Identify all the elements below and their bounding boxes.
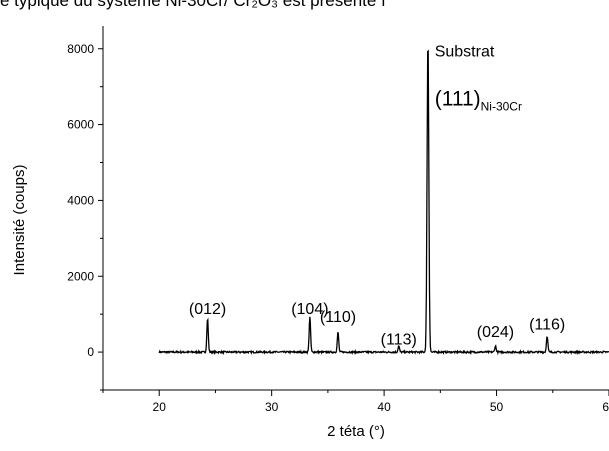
- substrate-plane-label: (111)Ni-30Cr: [435, 88, 522, 114]
- document-caption: e typique du système Ni-30Cr/ Cr₂O₃ est …: [0, 0, 386, 10]
- peak-label: (113): [381, 332, 417, 349]
- x-tick-label: 40: [377, 400, 391, 414]
- peak-label: (116): [529, 316, 565, 333]
- y-tick-label: 4000: [67, 193, 94, 207]
- peak-label: (024): [477, 324, 514, 341]
- axes-layer: [98, 26, 609, 396]
- x-tick-label: 50: [490, 400, 504, 414]
- x-axis-title: 2 téta (°): [327, 423, 385, 440]
- y-tick-label: 0: [87, 345, 94, 359]
- y-tick-label: 6000: [67, 118, 94, 132]
- peak-label: (110): [320, 309, 356, 326]
- x-tick-label: 20: [153, 400, 167, 414]
- peak-label: (012): [189, 301, 226, 318]
- y-axis-title: Intensité (coups): [11, 165, 28, 276]
- diffraction-pattern-line: [158, 49, 609, 356]
- x-tick-label: 60: [602, 400, 609, 414]
- substrate-label: Substrat: [435, 43, 495, 60]
- x-tick-label: 30: [265, 400, 279, 414]
- y-tick-label: 2000: [67, 269, 94, 283]
- labels-layer: 0 2000 4000 6000 8000 20 30 40 50 60 2 téta (°) Int…: [11, 42, 609, 440]
- peak-label: (104): [291, 301, 328, 318]
- y-tick-label: 8000: [67, 42, 94, 56]
